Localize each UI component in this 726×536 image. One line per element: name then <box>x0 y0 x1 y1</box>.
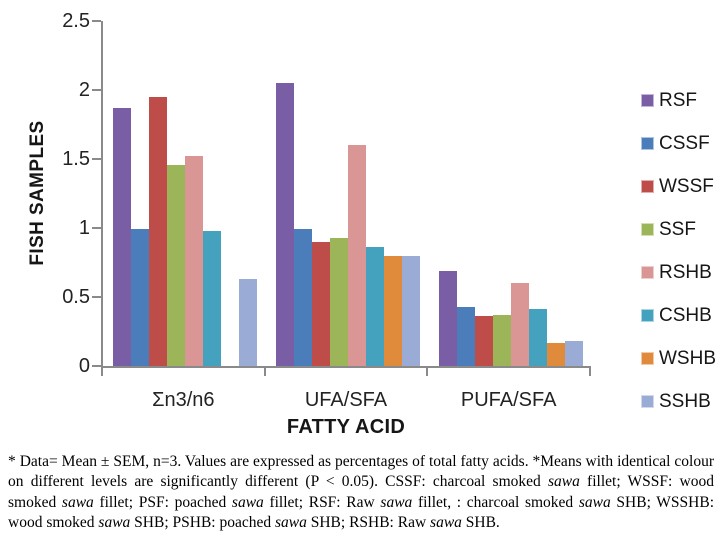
legend: RSF CSSF WSSF SSF RSHB CSHB WSHB SSHB <box>641 79 716 423</box>
bar-WSHB-2 <box>546 342 565 366</box>
bar-CSSF-2 <box>456 306 475 366</box>
bar-SSHB-0 <box>239 279 258 366</box>
bar-CSSF-1 <box>293 229 312 366</box>
bar-SSHB-2 <box>564 341 583 366</box>
y-tick-mark <box>92 20 101 22</box>
legend-swatch <box>641 223 654 236</box>
bar-RSF-2 <box>438 270 457 366</box>
caption-text: sawa <box>380 493 413 511</box>
caption-text: sawa <box>98 513 131 531</box>
caption-text: SHB; PSHB: poached <box>130 513 275 531</box>
y-tick-mark <box>92 89 101 91</box>
legend-swatch <box>641 309 654 322</box>
legend-label: SSF <box>659 218 696 240</box>
bar-SSF-0 <box>167 164 186 366</box>
y-tick-label: 1 <box>78 217 90 239</box>
legend-label: RSHB <box>659 261 712 283</box>
caption-text: sawa <box>274 513 307 531</box>
caption: * Data= Mean ± SEM, n=3. Values are expr… <box>0 446 726 533</box>
legend-swatch <box>641 137 654 150</box>
caption-text: sawa <box>547 473 580 491</box>
legend-swatch <box>641 352 654 365</box>
legend-row: RSF <box>641 79 716 122</box>
legend-swatch <box>641 94 654 107</box>
legend-label: RSF <box>659 89 697 111</box>
x-tick-mark <box>263 366 266 376</box>
bar-CSHB-0 <box>203 230 222 366</box>
legend-row: CSSF <box>641 122 716 165</box>
legend-label: CSSF <box>659 132 710 154</box>
caption-text: fillet; WSSF: wood smoked <box>8 473 714 511</box>
x-category-label: UFA/SFA <box>304 389 388 411</box>
legend-label: SSHB <box>659 390 711 412</box>
x-tick-mark <box>101 366 103 376</box>
caption-text: SHB; WSSHB: wood smoked <box>8 493 715 531</box>
caption-text: sawa <box>231 493 264 511</box>
bar-SSF-1 <box>329 237 348 366</box>
bar-RSHB-2 <box>510 283 529 366</box>
y-tick-mark <box>92 158 101 160</box>
legend-row: RSHB <box>641 251 716 294</box>
legend-swatch <box>641 395 654 408</box>
legend-label: WSHB <box>659 347 716 369</box>
legend-row: SSF <box>641 208 716 251</box>
x-category-label: PUFA/SFA <box>460 389 557 411</box>
bar-WSSF-2 <box>474 316 493 366</box>
y-axis-line <box>101 21 103 368</box>
caption-text: fillet; RSF: Raw <box>263 493 381 511</box>
legend-label: CSHB <box>659 304 712 326</box>
caption-text: fillet; PSF: poached <box>93 493 232 511</box>
bar-WSSF-0 <box>149 96 168 366</box>
y-tick-mark <box>92 227 101 229</box>
bar-chart: FISH SAMPLES FATTY ACID RSF CSSF WSSF SSF RS… <box>27 10 716 438</box>
bar-SSHB-1 <box>401 255 420 366</box>
caption-text: sawa <box>61 493 94 511</box>
bar-RSF-1 <box>275 83 294 366</box>
y-tick-label: 0.5 <box>62 286 90 308</box>
bar-CSSF-0 <box>131 229 150 366</box>
legend-row: WSSF <box>641 165 716 208</box>
y-tick-mark <box>92 296 101 298</box>
y-axis-title: FISH SAMPLES <box>27 120 48 266</box>
y-tick-mark <box>92 365 101 367</box>
bar-RSF-0 <box>113 107 132 366</box>
caption-text: SHB; RSHB: Raw <box>306 513 431 531</box>
bar-SSF-2 <box>492 314 511 366</box>
x-axis-line <box>101 366 591 368</box>
y-tick-label: 0 <box>78 355 90 377</box>
y-tick-label: 2.5 <box>62 10 90 32</box>
x-tick-mark <box>589 366 591 376</box>
bar-CSHB-2 <box>528 309 547 366</box>
caption-text: fillet, : charcoal smoked <box>412 493 579 511</box>
y-tick-label: 2 <box>78 79 90 101</box>
caption-text: sawa <box>578 493 611 511</box>
bar-WSHB-1 <box>383 255 402 366</box>
legend-swatch <box>641 180 654 193</box>
legend-row: CSHB <box>641 294 716 337</box>
legend-label: WSSF <box>659 175 714 197</box>
legend-row: WSHB <box>641 337 716 380</box>
legend-row: SSHB <box>641 380 716 423</box>
bar-WSSF-1 <box>311 241 330 366</box>
x-axis-title: FATTY ACID <box>286 416 406 438</box>
caption-text: sawa <box>430 513 462 531</box>
x-category-label: Σn3/n6 <box>152 389 215 411</box>
bar-RSHB-0 <box>185 156 204 366</box>
bar-CSHB-1 <box>365 247 384 366</box>
caption-text: SHB. <box>461 513 500 531</box>
legend-swatch <box>641 266 654 279</box>
y-tick-label: 1.5 <box>62 148 90 170</box>
caption-text: * Data= Mean ± SEM, n=3. Values are expr… <box>8 453 714 491</box>
x-tick-mark <box>426 366 429 376</box>
bar-RSHB-1 <box>347 145 366 366</box>
